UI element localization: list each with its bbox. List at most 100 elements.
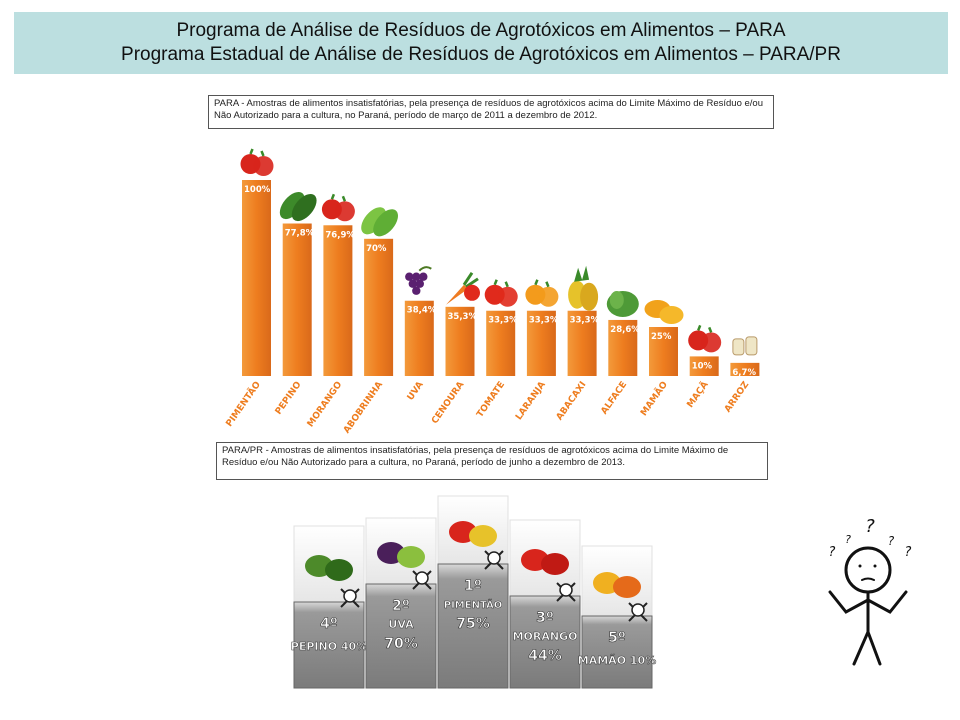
category-label: LARANJA	[514, 380, 548, 422]
bar-11	[649, 327, 678, 376]
bar-value-label: 76,9%	[325, 230, 355, 240]
fruit-icon	[253, 156, 274, 176]
stick-figure-leg-left	[852, 630, 870, 666]
category-label: ABACAXI	[555, 380, 589, 422]
podium-product-percent: PEPINO 40%	[291, 640, 367, 653]
question-mark: ?	[845, 533, 851, 546]
podium-product: UVA	[388, 618, 414, 631]
category-label: TOMATE	[475, 380, 507, 420]
bar-value-label: 10%	[692, 361, 713, 371]
grape-icon	[412, 286, 421, 295]
bar-value-label: 77,8%	[285, 229, 315, 239]
produce-photo-icon	[325, 559, 353, 581]
podium-rank: 4º	[320, 616, 338, 632]
carrot-leaves-icon	[462, 271, 479, 289]
eye-icon	[873, 564, 877, 568]
skull-icon	[343, 589, 357, 603]
bar-8	[526, 310, 556, 376]
podium-step-2	[365, 583, 437, 689]
podium-product: PIMENTÃO	[444, 598, 503, 611]
bar-1	[242, 180, 271, 376]
title-para: Programa de Análise de Resíduos de Agrot…	[176, 20, 786, 41]
produce-photo-icon	[613, 576, 641, 598]
category-label: MORANGO	[306, 380, 345, 429]
podium-step-3	[437, 563, 509, 689]
skull-icon	[415, 571, 429, 585]
stick-figure-leg-right	[866, 630, 882, 666]
category-label: ALFACE	[600, 380, 630, 416]
produce-photo-icon	[541, 553, 569, 575]
category-label: CENOURA	[430, 380, 466, 426]
skull-icon	[559, 583, 573, 597]
category-label: MAÇÃ	[685, 379, 711, 409]
title-banner: Programa de Análise de Resíduos de Agrot…	[14, 12, 948, 74]
bar-2	[282, 223, 312, 376]
category-label: PEPINO	[274, 380, 304, 417]
cucumber-icon	[361, 207, 386, 235]
category-label: UVA	[406, 380, 426, 403]
bar-3	[323, 225, 353, 376]
grape-icon	[412, 272, 421, 281]
bar-value-label: 6,7%	[732, 368, 756, 378]
question-mark: ?	[888, 534, 895, 548]
question-mark: ?	[865, 516, 875, 537]
bar-9	[567, 310, 597, 376]
fruit-icon	[334, 201, 355, 222]
pineapple-leaves-icon	[574, 265, 590, 282]
stick-figure-head	[844, 546, 892, 594]
podium-percent: 44%	[528, 648, 562, 664]
bar-value-label: 70%	[366, 244, 387, 254]
fruit-stem-icon	[534, 279, 550, 288]
title-para-pr: Programa Estadual de Análise de Resíduos…	[121, 44, 841, 65]
stick-figure-arm-right	[866, 590, 908, 614]
fruit-stem-icon	[330, 193, 347, 202]
grape-stem-icon	[418, 266, 432, 272]
carrot-icon	[446, 284, 468, 305]
podium-rank: 3º	[536, 610, 554, 626]
podium-product-percent: MAMÃO 10%	[578, 654, 656, 667]
podium-rank: 5º	[608, 630, 626, 646]
podium-percent: 75%	[456, 616, 490, 632]
bar-13	[730, 362, 760, 376]
bar-5	[404, 300, 434, 376]
skull-icon	[631, 603, 645, 617]
cucumber-icon	[291, 193, 317, 222]
bar-10	[608, 319, 638, 376]
eye-icon	[858, 564, 862, 568]
fruit-stem-icon	[697, 324, 713, 333]
mouth-icon	[861, 577, 875, 581]
grape-icon	[405, 272, 414, 281]
fruit-icon	[701, 332, 722, 353]
papaya-icon	[659, 306, 684, 324]
bar-value-label: 38,4%	[407, 306, 437, 316]
bar-7	[486, 310, 516, 376]
grape-icon	[415, 279, 424, 288]
category-label: MAMÃO	[638, 379, 670, 418]
question-mark: ?	[905, 545, 912, 560]
caption-para-pr-podium: PARA/PR - Amostras de alimentos insatisf…	[216, 442, 768, 480]
podium-percent: 70%	[384, 636, 418, 652]
podium-product: MORANGO	[513, 630, 578, 643]
cucumber-icon	[373, 209, 398, 237]
tomato-icon	[464, 284, 480, 301]
bar-value-label: 35,3%	[448, 312, 478, 322]
produce-photo-icon	[397, 546, 425, 568]
bar-value-label: 33,3%	[488, 316, 518, 326]
podium-step-4	[509, 595, 581, 689]
podium-step-1	[293, 601, 365, 689]
bar-value-label: 33,3%	[529, 316, 559, 326]
podium-rank: 1º	[464, 578, 482, 594]
produce-photo-icon	[469, 525, 497, 547]
fruit-stem-icon	[249, 148, 265, 157]
fruit-illustrations	[240, 148, 758, 356]
fruit-stem-icon	[493, 279, 509, 288]
bar-4	[364, 238, 394, 376]
bar-6	[445, 306, 475, 376]
bar-value-label: 33,3%	[570, 316, 600, 326]
thinking-stick-figure: ?????	[828, 516, 912, 666]
para-pr-podium-chart: 4º PEPINO 40% 2º UVA 70% 1º PIMENTÃO 75% 3º MORAN…	[291, 495, 656, 689]
bar-value-label: 28,6%	[610, 325, 640, 335]
fruit-icon	[538, 286, 559, 307]
podium-step-5	[581, 615, 653, 689]
